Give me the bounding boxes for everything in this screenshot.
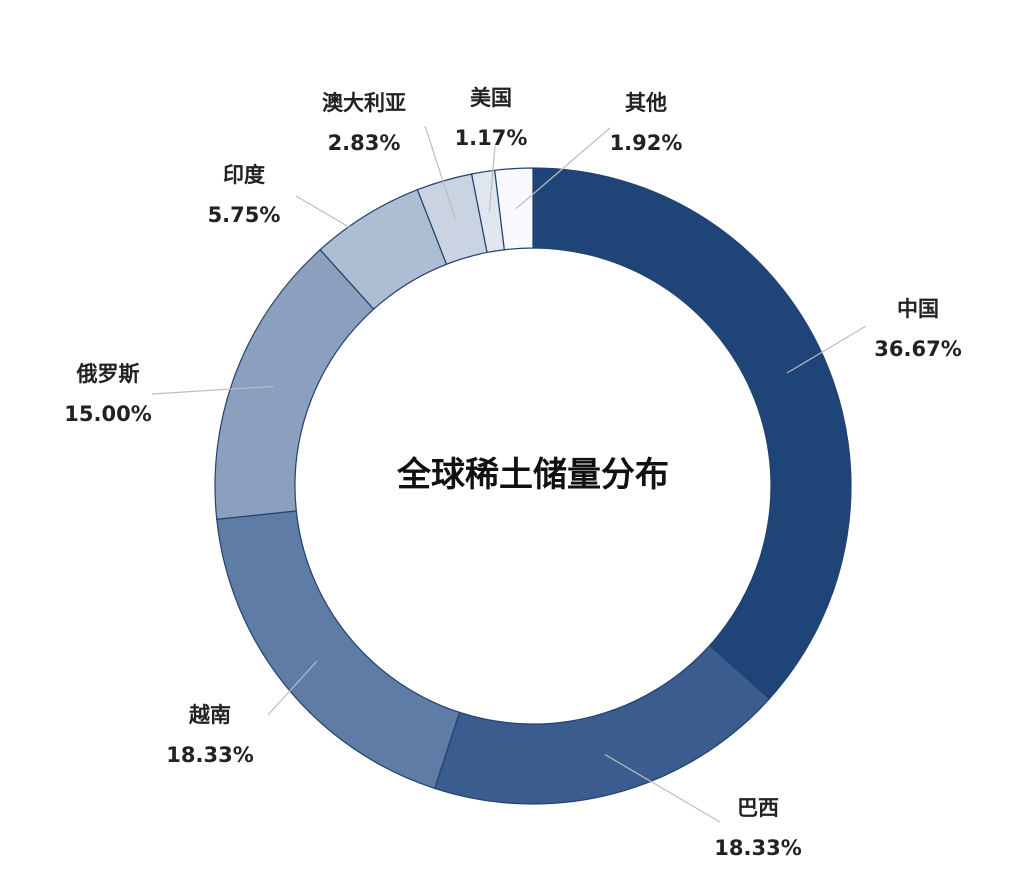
slice-name-label-7: 其他 bbox=[625, 91, 667, 115]
donut-slices bbox=[214, 167, 852, 805]
slice-name-label-6: 美国 bbox=[470, 86, 512, 110]
slice-name-label-1: 巴西 bbox=[737, 796, 779, 820]
slice-value-label-5: 2.83% bbox=[328, 131, 401, 155]
leader-line-6 bbox=[488, 145, 496, 212]
donut-slice-7 bbox=[494, 167, 534, 251]
leader-line-5 bbox=[424, 125, 456, 220]
slice-name-label-5: 澳大利亚 bbox=[322, 91, 406, 115]
slice-name-label-2: 越南 bbox=[188, 703, 231, 727]
slice-value-label-3: 15.00% bbox=[64, 402, 151, 426]
leader-line-4 bbox=[295, 195, 388, 250]
donut-slice-1 bbox=[433, 644, 771, 805]
leader-line-1 bbox=[604, 754, 721, 823]
slice-value-label-7: 1.92% bbox=[610, 131, 683, 155]
slice-value-label-2: 18.33% bbox=[166, 743, 253, 767]
slice-value-label-4: 5.75% bbox=[208, 203, 281, 227]
donut-slice-3 bbox=[214, 248, 375, 520]
leader-line-3 bbox=[151, 385, 274, 395]
leader-line-2 bbox=[267, 660, 318, 716]
leader-line-0 bbox=[786, 325, 867, 374]
slice-name-label-0: 中国 bbox=[897, 297, 939, 321]
slice-name-label-4: 印度 bbox=[223, 163, 265, 187]
leader-lines bbox=[151, 125, 867, 823]
slice-value-label-6: 1.17% bbox=[455, 126, 528, 150]
slice-value-label-1: 18.33% bbox=[714, 836, 801, 860]
leader-line-7 bbox=[515, 127, 611, 209]
donut-slice-0 bbox=[532, 167, 852, 700]
slice-value-label-0: 36.67% bbox=[874, 337, 961, 361]
slice-name-label-3: 俄罗斯 bbox=[76, 362, 140, 386]
slice-labels: 中国 36.67% 巴西 18.33% 越南 18.33% 俄罗斯 15.00% 印度 5.75%… bbox=[64, 86, 961, 860]
chart-title: 全球稀土储量分布 bbox=[396, 455, 669, 495]
